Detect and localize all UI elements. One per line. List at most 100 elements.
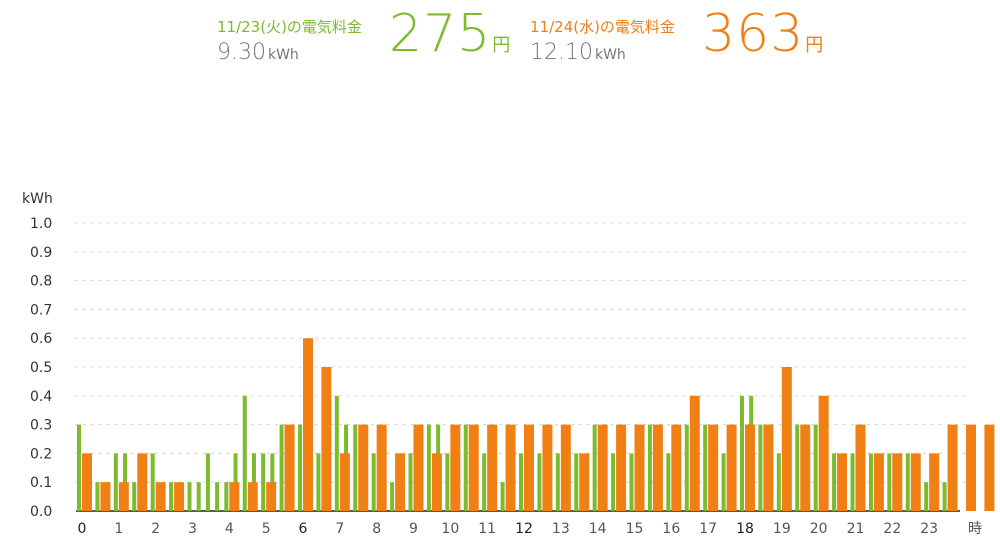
bar-11-23-74 (758, 424, 763, 511)
x-tick-label-16: 16 (662, 521, 680, 537)
x-tick-label-6: 6 (299, 521, 308, 537)
bar-11-23-52 (555, 453, 560, 511)
y-tick-label-0.8: 0.8 (30, 274, 52, 290)
bar-11-24-46 (929, 453, 940, 511)
day2-cost-value: 363 (702, 4, 805, 64)
bar-11-24-11 (284, 424, 295, 511)
x-tick-label-5: 5 (262, 521, 271, 537)
x-tick-label-1: 1 (114, 521, 123, 537)
day1-kwh: 9.30 kWh (217, 40, 299, 65)
y-tick-label-0.9: 0.9 (30, 245, 52, 261)
bar-11-23-28 (334, 395, 339, 511)
bar-11-23-82 (832, 453, 837, 511)
bar-11-23-14 (205, 453, 210, 511)
bar-11-23-30 (353, 424, 358, 511)
bar-11-24-4 (155, 482, 166, 511)
cost-summary: 11/23(火)の電気料金 9.30 kWh 275円 11/24(水)の電気料金… (0, 0, 1000, 80)
x-tick-label-0: 0 (78, 521, 87, 537)
bar-11-24-23 (505, 424, 516, 511)
bar-11-24-9 (247, 482, 258, 511)
bar-11-23-2 (95, 482, 100, 511)
bar-11-24-34 (708, 424, 719, 511)
bar-11-23-60 (629, 453, 634, 511)
day1-cost-unit: 円 (492, 35, 511, 56)
bar-11-23-88 (887, 453, 892, 511)
x-tick-label-13: 13 (552, 521, 570, 537)
bar-11-23-80 (813, 424, 818, 511)
bar-11-23-86 (868, 453, 873, 511)
bar-11-23-40 (445, 453, 450, 511)
bar-11-24-35 (726, 424, 737, 511)
bar-11-24-24 (524, 424, 534, 511)
y-tick-label-0.6: 0.6 (30, 331, 52, 347)
bar-11-23-56 (592, 424, 597, 511)
bar-11-23-10 (169, 482, 174, 511)
bar-11-24-26 (560, 424, 571, 511)
x-tick-label-4: 4 (225, 521, 234, 537)
bar-11-23-0 (77, 424, 81, 511)
bar-11-24-2 (118, 482, 129, 511)
bar-11-24-27 (579, 453, 590, 511)
bar-11-24-1 (100, 482, 111, 511)
x-tick-label-10: 10 (441, 521, 459, 537)
x-tick-label-11: 11 (478, 521, 496, 537)
bar-11-24-28 (597, 424, 608, 511)
day2-kwh-unit: kWh (594, 47, 626, 63)
bar-11-24-30 (634, 424, 645, 511)
x-tick-label-15: 15 (626, 521, 644, 537)
bar-11-23-78 (795, 424, 800, 511)
bar-11-23-70 (721, 453, 726, 511)
bar-11-23-58 (611, 453, 616, 511)
bar-11-24-48 (966, 424, 976, 511)
bar-11-24-45 (910, 453, 921, 511)
bar-11-23-84 (850, 453, 855, 511)
bar-11-23-72 (740, 395, 744, 511)
x-tick-label-21: 21 (847, 521, 865, 537)
bar-11-23-42 (463, 424, 468, 511)
x-tick-label-20: 20 (810, 521, 828, 537)
bar-11-23-22 (279, 424, 284, 511)
bar-11-24-47 (947, 424, 958, 511)
x-tick-label-7: 7 (335, 521, 344, 537)
bar-11-24-42 (855, 424, 866, 511)
day2-kwh: 12.10 kWh (530, 40, 626, 65)
day2-cost-unit: 円 (805, 35, 824, 56)
y-tick-label-0.1: 0.1 (30, 475, 52, 491)
bar-11-23-50 (537, 453, 542, 511)
bar-11-23-94 (942, 482, 947, 511)
y-tick-label-0.4: 0.4 (30, 389, 52, 405)
bar-11-24-19 (431, 453, 442, 511)
bar-11-23-13 (196, 482, 201, 511)
bar-11-24-44 (892, 453, 903, 511)
day2-label: 11/24(水)の電気料金 (530, 18, 675, 36)
bar-11-23-66 (684, 424, 689, 511)
day2-cost: 363円 (702, 4, 823, 64)
bar-11-23-68 (703, 424, 708, 511)
bar-11-24-18 (413, 424, 424, 511)
y-tick-label-0.5: 0.5 (30, 360, 52, 376)
day1-cost: 275円 (389, 4, 510, 64)
bar-11-23-8 (150, 453, 155, 511)
bar-11-24-20 (450, 424, 461, 511)
bar-11-23-92 (924, 482, 929, 511)
x-tick-label-9: 9 (409, 521, 418, 537)
bar-11-24-43 (873, 453, 884, 511)
x-tick-label-8: 8 (372, 521, 381, 537)
bar-11-23-36 (408, 453, 413, 511)
bar-11-23-46 (500, 482, 505, 511)
bar-11-23-15 (215, 482, 220, 511)
bar-11-23-6 (132, 482, 137, 511)
x-tick-label-23: 23 (920, 521, 938, 537)
y-tick-label-0.7: 0.7 (30, 302, 52, 318)
bar-11-23-38 (426, 424, 431, 511)
bar-11-24-25 (542, 424, 553, 511)
day1-label: 11/23(火)の電気料金 (217, 18, 362, 36)
bar-11-24-13 (321, 367, 332, 511)
x-tick-label-17: 17 (699, 521, 717, 537)
bar-11-24-31 (652, 424, 663, 511)
y-tick-label-0.2: 0.2 (30, 446, 52, 462)
y-tick-label-0.0: 0.0 (30, 504, 52, 520)
bar-11-23-32 (371, 453, 376, 511)
